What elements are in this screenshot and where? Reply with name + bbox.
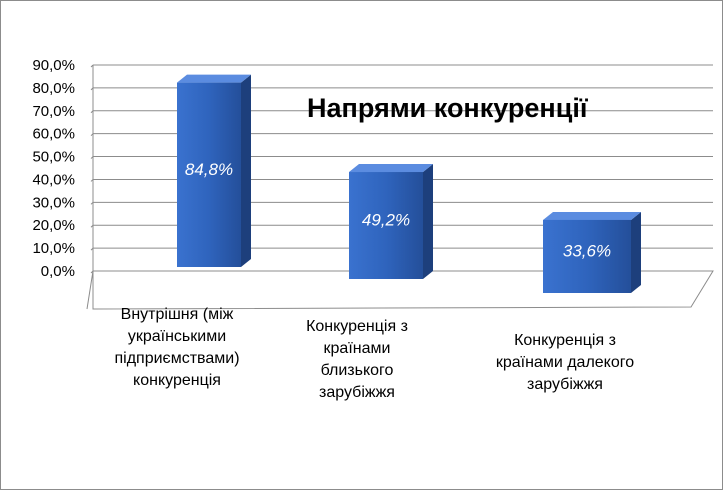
category-label-line: Внутрішня (між: [121, 306, 234, 323]
y-tick-label: 20,0%: [32, 217, 75, 234]
category-label-line: підприємствами): [114, 350, 239, 367]
value-label: 33,6%: [563, 241, 611, 260]
gridline-side: [90, 179, 94, 182]
y-tick-label: 40,0%: [32, 171, 75, 188]
gridline-side: [90, 270, 94, 274]
category-label: Конкуренція з країнами близького зарубіжжя: [306, 318, 408, 401]
bar-side: [631, 211, 641, 293]
bar-top: [349, 164, 433, 173]
category-label-line: зарубіжжя: [319, 384, 395, 401]
category-label-line: Конкуренція з: [306, 318, 408, 335]
gridline-side: [90, 201, 94, 205]
bar: [543, 219, 631, 293]
y-tick-label: 90,0%: [32, 57, 75, 74]
gridline-side: [90, 87, 94, 91]
bar-side: [423, 164, 433, 279]
value-label: 49,2%: [362, 211, 410, 230]
bar: [349, 172, 423, 279]
value-label: 84,8%: [185, 160, 233, 179]
chart-title: Напрями конкуренції: [307, 93, 589, 123]
gridline-side: [90, 156, 94, 159]
y-tick-label: 10,0%: [32, 240, 75, 257]
category-label-line: українськими: [128, 328, 226, 345]
y-tick-label: 0,0%: [41, 263, 75, 280]
category-label-line: країнами далекого: [496, 354, 634, 371]
y-axis-tick-labels: 0,0% 10,0% 20,0% 30,0% 40,0% 50,0% 60,0% 70,0% 8…: [32, 57, 75, 280]
bars: [177, 74, 641, 293]
y-tick-label: 60,0%: [32, 126, 75, 143]
gridline-side: [90, 110, 94, 114]
y-tick-label: 50,0%: [32, 149, 75, 166]
category-label-line: країнами: [324, 340, 391, 357]
value-labels: 84,8% 49,2% 33,6%: [185, 160, 611, 261]
bar-top: [543, 211, 641, 220]
gridline-side: [90, 133, 94, 137]
category-label-line: конкуренція: [133, 372, 221, 389]
bar: [177, 82, 241, 267]
category-label-line: Конкуренція з: [514, 332, 616, 349]
gridline-side: [90, 64, 94, 68]
category-label-line: зарубіжжя: [527, 376, 603, 393]
gridline-side: [90, 224, 94, 228]
category-labels: Внутрішня (між українськими підприємствами…: [114, 306, 634, 401]
bar-top: [177, 74, 251, 83]
category-label: Внутрішня (між українськими підприємствами…: [114, 306, 239, 389]
y-tick-label: 70,0%: [32, 103, 75, 120]
gridline-side: [90, 247, 94, 251]
y-tick-label: 30,0%: [32, 194, 75, 211]
y-tick-label: 80,0%: [32, 80, 75, 97]
category-label: Конкуренція з країнами далекого зарубіжжя: [496, 332, 634, 393]
category-label-line: близького: [321, 362, 394, 379]
bar-side: [241, 74, 251, 267]
